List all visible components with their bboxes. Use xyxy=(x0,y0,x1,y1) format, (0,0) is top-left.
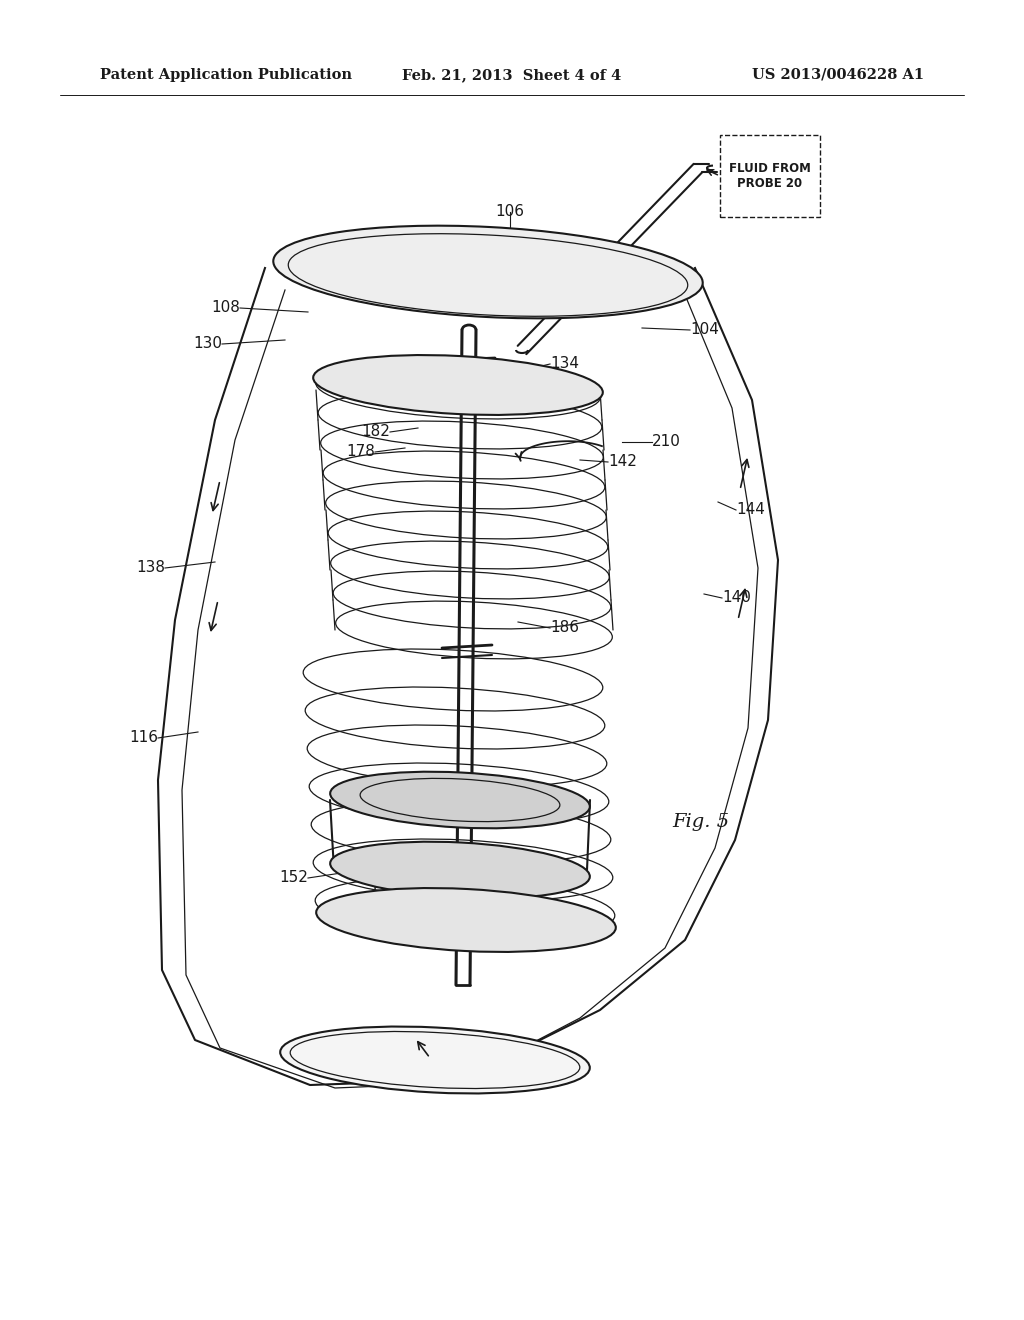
Text: 170: 170 xyxy=(383,383,412,397)
Text: 106: 106 xyxy=(496,205,524,219)
Text: 144: 144 xyxy=(736,503,765,517)
Text: 130: 130 xyxy=(193,337,222,351)
Text: 210: 210 xyxy=(652,434,681,450)
Text: Feb. 21, 2013  Sheet 4 of 4: Feb. 21, 2013 Sheet 4 of 4 xyxy=(402,69,622,82)
Text: 108: 108 xyxy=(211,301,240,315)
Text: 140: 140 xyxy=(722,590,751,606)
Text: 138: 138 xyxy=(136,561,165,576)
Text: 186: 186 xyxy=(550,620,579,635)
Ellipse shape xyxy=(313,355,603,414)
Ellipse shape xyxy=(281,1027,590,1093)
Ellipse shape xyxy=(330,772,590,828)
Text: 142: 142 xyxy=(608,454,637,470)
Text: FLUID FROM
PROBE 20: FLUID FROM PROBE 20 xyxy=(729,162,811,190)
Ellipse shape xyxy=(330,842,590,899)
Text: Fig. 5: Fig. 5 xyxy=(672,813,729,832)
Text: 136: 136 xyxy=(449,813,477,828)
Text: Patent Application Publication: Patent Application Publication xyxy=(100,69,352,82)
Text: 182: 182 xyxy=(361,425,390,440)
Text: 178: 178 xyxy=(346,445,375,459)
Text: 134: 134 xyxy=(550,356,579,371)
Text: 152: 152 xyxy=(280,870,308,886)
Text: 112: 112 xyxy=(369,883,398,898)
Ellipse shape xyxy=(316,888,615,952)
Text: 104: 104 xyxy=(690,322,719,338)
Text: US 2013/0046228 A1: US 2013/0046228 A1 xyxy=(752,69,924,82)
Text: 116: 116 xyxy=(129,730,158,746)
Ellipse shape xyxy=(273,226,702,318)
